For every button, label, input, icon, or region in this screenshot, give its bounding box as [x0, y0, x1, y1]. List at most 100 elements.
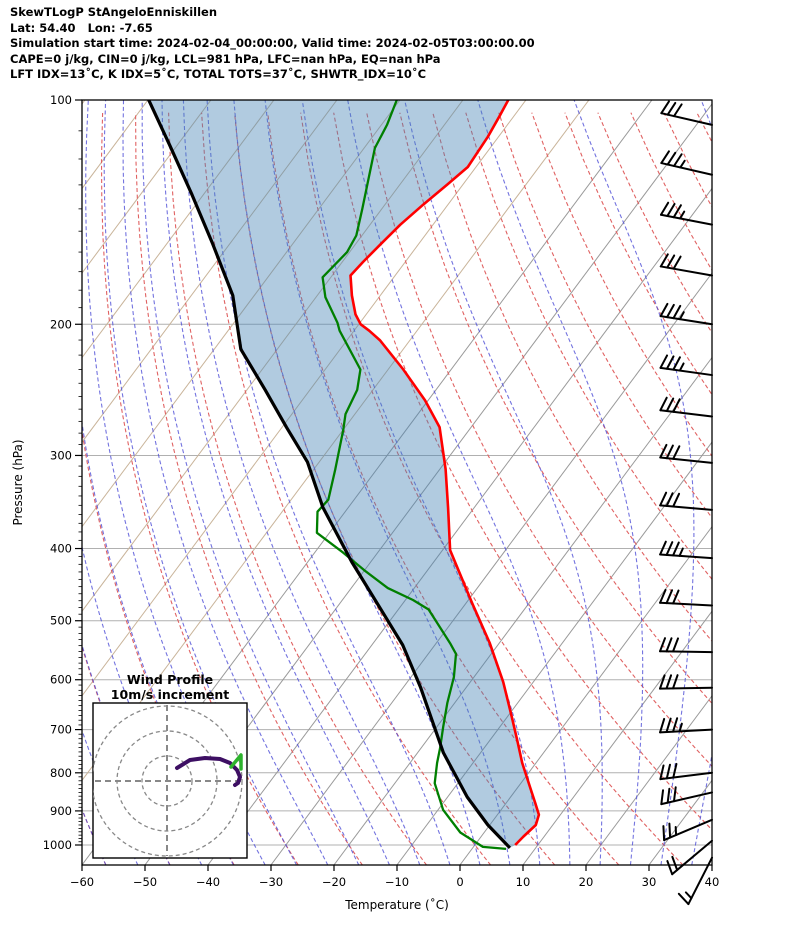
pressure-tick-label: 100 [50, 93, 72, 107]
moist-adiabat-line [477, 100, 644, 865]
dewpoint-curve [315, 100, 507, 851]
dry-adiabat-line [168, 112, 428, 865]
wind-barb-full [665, 763, 671, 780]
wind-barb-half [678, 311, 685, 321]
wind-barb-full [666, 151, 677, 166]
isotherm-line [82, 100, 464, 613]
wind-barb-full [665, 674, 673, 690]
wind-barb [659, 588, 713, 607]
wind-barb [659, 491, 713, 511]
dry-adiabat-line [135, 112, 363, 865]
isotherm-line [522, 610, 712, 865]
pressure-tick-label: 600 [50, 673, 72, 687]
temperature-tick-label: −10 [385, 875, 409, 889]
isotherm-line [270, 272, 712, 865]
wind-barb [659, 354, 713, 377]
wind-barb-staff [659, 553, 713, 560]
wind-barb [659, 540, 713, 560]
wind-barb-full [665, 397, 675, 412]
wind-barb-full [659, 201, 670, 216]
pressure-axis-label: Pressure (hPa) [11, 439, 25, 525]
temperature-tick-label: −40 [196, 875, 220, 889]
wind-barb-full [672, 204, 682, 219]
wind-barb-staff [659, 315, 713, 326]
wind-barb-full [672, 589, 680, 605]
wind-barb-full [659, 302, 669, 318]
moist-adiabat-line [182, 100, 421, 865]
wind-barb-full [660, 789, 665, 806]
wind-barb [659, 396, 713, 418]
temperature-axis: −60 −50 −40 −30 −20 −10 0 10 20 30 40 [70, 865, 719, 889]
isotherm-line [82, 100, 275, 359]
isotherm-line [585, 694, 712, 865]
wind-barb-full [659, 764, 665, 781]
dry-adiabat-line [730, 113, 794, 865]
dry-adiabat-line [100, 112, 299, 865]
wind-barb-full [672, 541, 680, 557]
moist-adiabat-line [691, 100, 712, 865]
wind-barb [659, 762, 713, 781]
wind-barb-full [659, 491, 668, 507]
wind-barb [660, 150, 713, 176]
wind-barb-full [659, 396, 668, 412]
wind-barb-half [678, 362, 685, 372]
isotherm-line [82, 100, 401, 528]
wind-barb-full [666, 303, 675, 319]
dry-adiabat-line [300, 112, 684, 865]
wind-barb-full [660, 150, 670, 165]
wind-barb-full [659, 253, 669, 268]
parcel-curve [146, 100, 512, 850]
wind-barb-staff [659, 686, 713, 690]
pressure-tick-label: 200 [50, 317, 72, 331]
moist-adiabat-line [723, 100, 794, 865]
temperature-tick-label: 0 [456, 875, 463, 889]
pressure-tick-label: 700 [50, 723, 72, 737]
moist-adiabat-line [122, 100, 329, 865]
wind-barb-full [666, 101, 677, 116]
dry-adiabat-line [366, 112, 712, 768]
wind-barb-full [659, 717, 666, 734]
moist-adiabat-line [82, 808, 107, 865]
pressure-tick-label: 300 [50, 448, 72, 462]
wind-barb-staff [660, 791, 713, 806]
wind-barb-full [659, 588, 667, 604]
cape-line: CAPE=0 j/kg, CIN=0 j/kg, LCL=981 hPa, LF… [10, 51, 441, 66]
isotherm-line [82, 100, 212, 274]
temperature-tick-label: −50 [133, 875, 157, 889]
temperature-tick-label: 20 [579, 875, 594, 889]
wind-barb-full [672, 356, 681, 371]
pressure-tick-label: 1000 [43, 838, 72, 852]
pressure-axis: 100 200 300 400 500 600 700 800 900 1000 [43, 93, 82, 852]
temperature-tick-label: −30 [259, 875, 283, 889]
isotherm-line [396, 441, 712, 865]
wind-barb-full [659, 443, 668, 459]
pressure-tick-label: 800 [50, 766, 72, 780]
wind-barb [666, 839, 713, 876]
moist-adiabat-line [573, 100, 695, 865]
wind-barb-full [672, 762, 678, 779]
wind-barb [659, 443, 713, 464]
dry-adiabat-line [498, 112, 712, 519]
temperature-tick-label: 30 [642, 875, 657, 889]
wind-barb-full [668, 822, 672, 839]
pressure-tick-label: 900 [50, 804, 72, 818]
wind-barb-staff [659, 265, 713, 277]
moist-adiabat-line [103, 100, 298, 865]
isotherm-line [82, 100, 338, 443]
parcel-temperature-shading [148, 100, 539, 848]
wind-barb-full [672, 674, 679, 690]
dry-adiabat-line [333, 112, 712, 831]
wind-barb [662, 818, 713, 842]
plot-title: SkewTLogP StAngeloEnniskillen [10, 5, 217, 19]
wind-barb-full [666, 254, 676, 269]
wind-barb-full [665, 492, 674, 507]
wind-barb-full [672, 153, 683, 168]
hodograph-top-marker [229, 753, 243, 771]
wind-barb [659, 674, 713, 690]
isotherm-line [82, 100, 527, 697]
wind-barb-full [665, 355, 675, 370]
isotherm-line [207, 187, 712, 865]
moist-adiabat-line [347, 100, 571, 865]
temperature-tick-label: 40 [705, 875, 720, 889]
